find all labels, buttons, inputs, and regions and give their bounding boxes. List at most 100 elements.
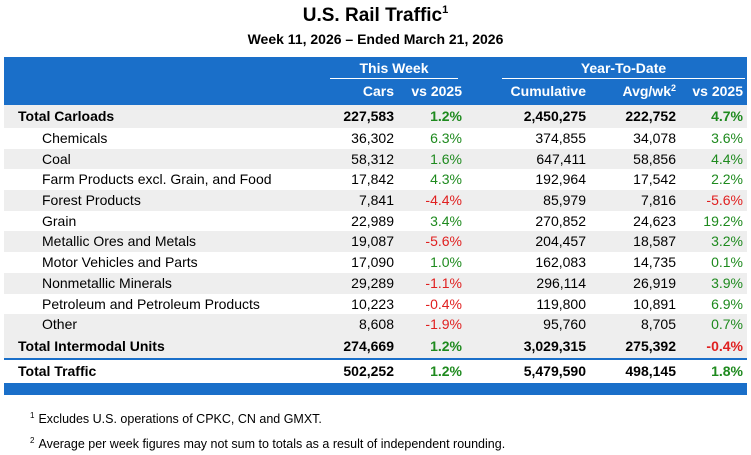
row-label: Grain [42,212,77,229]
table-row: Petroleum and Petroleum Products 10,223 -0… [4,294,747,315]
total-row: Total Intermodal Units 274,669 1.2% 3,029,3… [4,334,747,358]
table-row: Chemicals 36,302 6.3% 374,855 34,078 3.6% [4,128,747,149]
cell-cum: 85,979 [543,192,586,209]
cell-cars: 8,608 [358,316,394,333]
cell-wk-pct: 6.3% [430,130,462,146]
group-this-week: This Week [330,60,458,79]
row-separator [4,357,747,360]
table-row: Motor Vehicles and Parts 17,090 1.0% 162,08… [4,252,747,273]
avg-footnote-mark: 2 [670,83,676,93]
cell-wk-pct: 4.3% [430,171,462,188]
cell-cars: 7,841 [358,192,394,209]
cell-cum: 2,450,275 [523,108,586,124]
cell-cars: 502,252 [343,362,394,379]
cell-avg: 17,542 [633,171,676,188]
cell-wk-pct: -5.6% [425,233,462,250]
cell-cars: 36,302 [351,130,394,146]
cell-ytd-pct: 19.2% [703,212,743,229]
cell-wk-pct: -4.4% [425,192,462,209]
cell-cars: 19,087 [351,233,394,250]
row-label: Nonmetallic Minerals [42,274,172,291]
page-title: U.S. Rail Traffic1 [0,4,751,27]
cell-cum: 5,479,590 [523,362,586,379]
cell-avg: 498,145 [625,362,676,379]
footnote-1-mark: 1 [30,411,35,420]
group-year-to-date: Year-To-Date [502,60,745,79]
cell-cars: 17,842 [351,171,394,188]
cell-cars: 17,090 [351,254,394,271]
cell-cars: 274,669 [343,337,394,354]
cell-ytd-pct: 2.2% [711,171,743,188]
cell-wk-pct: -1.1% [425,274,462,291]
cell-avg: 10,891 [633,295,676,312]
cell-cum: 95,760 [543,316,586,333]
footnote-1-text: Excludes U.S. operations of CPKC, CN and… [38,412,322,426]
cell-wk-pct: 1.6% [430,150,462,167]
footnote-1: 1 Excludes U.S. operations of CPKC, CN an… [30,405,505,430]
cell-ytd-pct: 3.9% [711,274,743,291]
cell-cars: 10,223 [351,295,394,312]
cell-wk-pct: -1.9% [425,316,462,333]
footnotes: 1 Excludes U.S. operations of CPKC, CN an… [30,405,505,455]
col-vs-2025-ytd: vs 2025 [692,83,743,99]
table-header: This Week Year-To-Date Cars vs 2025 Cumu… [4,57,747,105]
cell-cum: 296,114 [536,274,586,291]
row-label: Other [42,316,78,333]
footnote-2: 2 Average per week figures may not sum to… [30,430,505,455]
cell-cum: 204,457 [535,233,586,250]
footnote-2-text: Average per week figures may not sum to … [38,437,506,451]
cell-cars: 58,312 [351,150,394,167]
cell-cum: 647,411 [536,150,586,167]
cell-ytd-pct: 3.6% [711,130,743,146]
cell-ytd-pct: -0.4% [706,337,743,354]
cell-avg: 18,587 [633,233,676,250]
cell-cars: 29,289 [351,274,394,291]
row-label: Farm Products excl. Grain, and Food [42,171,272,188]
total-row: Total Traffic 502,252 1.2% 5,479,590 498,145… [4,360,747,383]
table-row: Coal 58,312 1.6% 647,411 58,856 4.4% [4,148,747,170]
cell-avg: 8,705 [640,316,676,333]
cell-avg: 222,752 [625,108,676,124]
cell-cum: 374,855 [535,130,586,146]
cell-wk-pct: 1.2% [430,337,462,354]
row-label: Total Traffic [18,362,97,379]
cell-avg: 24,623 [633,212,676,229]
total-row: Total Carloads 227,583 1.2% 2,450,275 222,75… [4,105,747,128]
cell-ytd-pct: 0.1% [711,254,743,271]
cell-cum: 3,029,315 [523,337,586,354]
table-row: Metallic Ores and Metals 19,087 -5.6% 204,4… [4,231,747,253]
cell-ytd-pct: -5.6% [706,192,743,209]
table-row: Other 8,608 -1.9% 95,760 8,705 0.7% [4,314,747,335]
row-label: Motor Vehicles and Parts [42,254,198,271]
rail-traffic-table: This Week Year-To-Date Cars vs 2025 Cumu… [4,57,747,395]
table-row: Farm Products excl. Grain, and Food 17,84… [4,169,747,190]
row-label: Petroleum and Petroleum Products [42,295,260,312]
cell-ytd-pct: 4.7% [711,108,743,124]
col-vs-2025-week: vs 2025 [411,83,462,99]
cell-cum: 192,964 [535,171,586,188]
cell-cars: 22,989 [351,212,394,229]
cell-ytd-pct: 0.7% [711,316,743,333]
row-label: Metallic Ores and Metals [42,233,197,250]
cell-wk-pct: 1.0% [430,254,462,271]
table-footer-bar [4,382,747,395]
row-label: Total Intermodal Units [18,337,165,354]
title-text: U.S. Rail Traffic [302,5,443,26]
col-cumulative: Cumulative [510,83,586,99]
cell-ytd-pct: 6.9% [711,295,743,312]
row-label: Forest Products [42,192,141,209]
cell-avg: 26,919 [633,274,676,291]
cell-cum: 270,852 [535,212,586,229]
cell-ytd-pct: 1.8% [711,362,743,379]
table-body: Total Carloads 227,583 1.2% 2,450,275 222,75… [4,105,747,383]
col-avg-wk-label: Avg/wk [622,83,671,99]
row-label: Coal [42,150,71,167]
cell-avg: 275,392 [625,337,676,354]
cell-avg: 58,856 [633,150,676,167]
cell-avg: 14,735 [633,254,676,271]
cell-ytd-pct: 3.2% [711,233,743,250]
cell-wk-pct: 1.2% [430,108,462,124]
table-row: Nonmetallic Minerals 29,289 -1.1% 296,114 26… [4,272,747,294]
page-subtitle: Week 11, 2026 – Ended March 21, 2026 [247,31,504,47]
cell-cum: 119,800 [536,295,586,312]
